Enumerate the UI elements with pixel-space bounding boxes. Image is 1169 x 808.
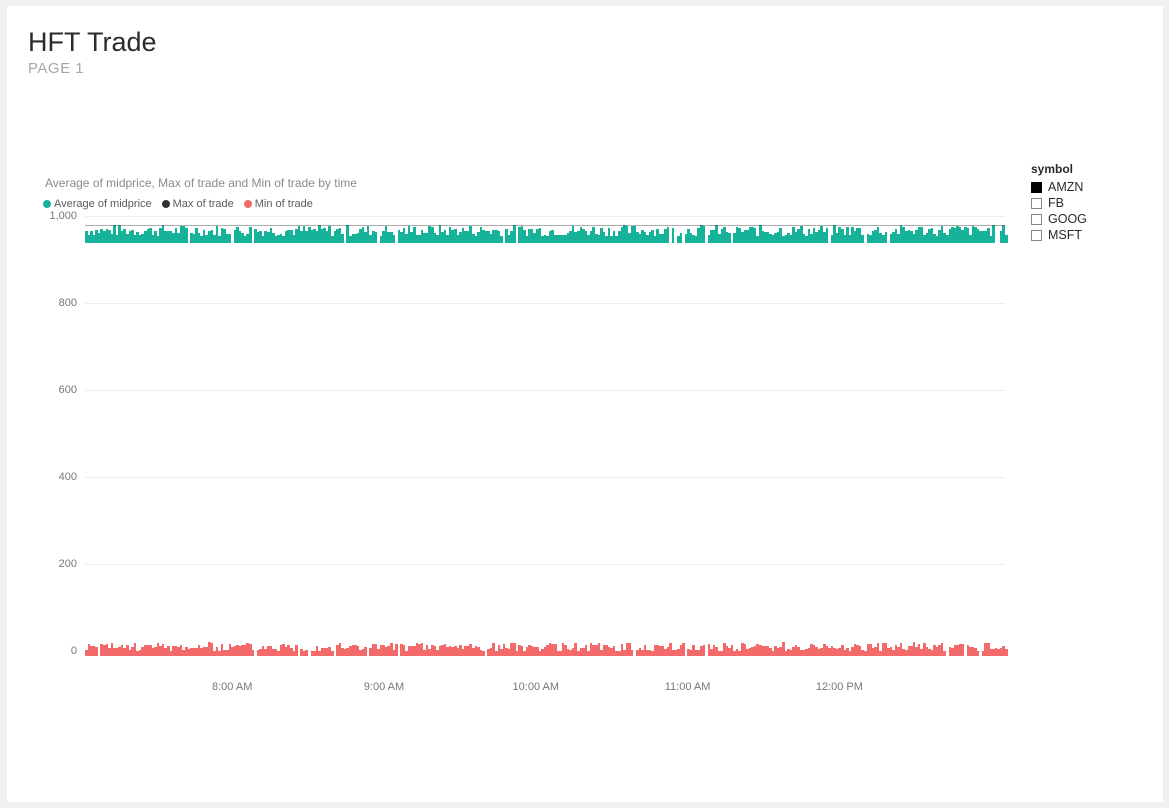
gridline <box>85 390 1005 391</box>
x-axis-tick-label: 8:00 AM <box>212 681 252 693</box>
y-axis-tick-label: 200 <box>59 558 77 570</box>
chart-series <box>85 642 1005 656</box>
legend-swatch-icon <box>162 200 170 208</box>
legend-item[interactable]: Min of trade <box>244 198 313 210</box>
y-axis-tick-label: 800 <box>59 297 77 309</box>
chart-plot-area: 02004006008001,0008:00 AM9:00 AM10:00 AM… <box>85 216 1005 651</box>
legend-swatch-icon <box>43 200 51 208</box>
report-title: HFT Trade <box>28 28 157 58</box>
report-subtitle: PAGE 1 <box>28 60 157 77</box>
chart-title: Average of midprice, Max of trade and Mi… <box>45 176 357 190</box>
checkbox-icon[interactable] <box>1031 214 1042 225</box>
legend-item[interactable]: Max of trade <box>162 198 234 210</box>
x-axis-tick-label: 12:00 PM <box>816 681 863 693</box>
legend-item[interactable]: Average of midprice <box>43 198 152 210</box>
checkbox-icon[interactable] <box>1031 182 1042 193</box>
gridline <box>85 216 1005 217</box>
slicer-item[interactable]: AMZN <box>1031 179 1131 195</box>
slicer-item-label: MSFT <box>1048 228 1082 242</box>
x-axis-tick-label: 10:00 AM <box>513 681 559 693</box>
chart-legend: Average of midprice Max of trade Min of tr… <box>43 198 313 210</box>
y-axis-tick-label: 600 <box>59 384 77 396</box>
legend-swatch-icon <box>244 200 252 208</box>
slicer-item[interactable]: MSFT <box>1031 227 1131 243</box>
slicer-item[interactable]: FB <box>1031 195 1131 211</box>
gridline <box>85 564 1005 565</box>
slicer-item-label: GOOG <box>1048 212 1087 226</box>
chart-series <box>85 225 1005 243</box>
symbol-slicer[interactable]: symbol AMZN FB GOOG MSFT <box>1031 162 1131 243</box>
slicer-title: symbol <box>1031 162 1131 176</box>
title-block: HFT Trade PAGE 1 <box>28 28 157 77</box>
checkbox-icon[interactable] <box>1031 198 1042 209</box>
x-axis-tick-label: 9:00 AM <box>364 681 404 693</box>
slicer-item[interactable]: GOOG <box>1031 211 1131 227</box>
report-canvas: HFT Trade PAGE 1 Average of midprice, Ma… <box>7 6 1163 802</box>
legend-label: Min of trade <box>255 198 313 210</box>
y-axis-tick-label: 400 <box>59 471 77 483</box>
chart-series <box>85 225 1005 226</box>
y-axis-tick-label: 1,000 <box>49 210 77 222</box>
slicer-item-label: AMZN <box>1048 180 1083 194</box>
y-axis-tick-label: 0 <box>71 645 77 657</box>
line-chart-visual[interactable]: Average of midprice, Max of trade and Mi… <box>37 156 1027 746</box>
slicer-item-label: FB <box>1048 196 1064 210</box>
x-axis-tick-label: 11:00 AM <box>665 681 711 693</box>
checkbox-icon[interactable] <box>1031 230 1042 241</box>
gridline <box>85 303 1005 304</box>
legend-label: Average of midprice <box>54 198 152 210</box>
gridline <box>85 477 1005 478</box>
legend-label: Max of trade <box>173 198 234 210</box>
